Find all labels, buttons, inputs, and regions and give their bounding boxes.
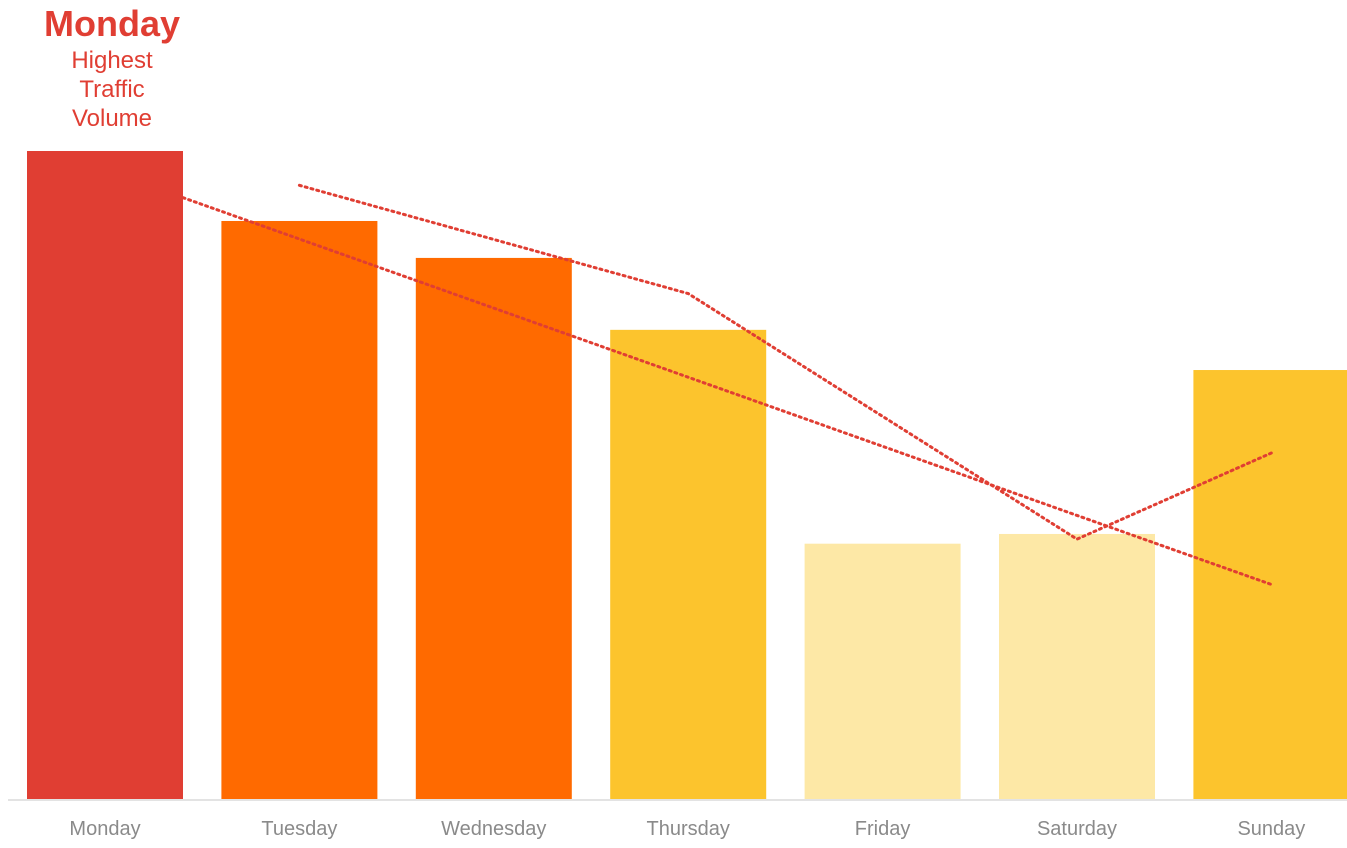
bar-saturday: [999, 533, 1155, 799]
linear-trend-line: [181, 196, 1273, 587]
x-tick-label: Monday: [69, 818, 140, 840]
x-tick-label: Sunday: [1237, 818, 1305, 840]
x-tick-label: Saturday: [1037, 818, 1117, 840]
callout-title: Monday: [43, 3, 180, 44]
x-tick-label: Wednesday: [441, 818, 546, 840]
x-tick-label: Thursday: [647, 818, 730, 840]
x-tick-label: Friday: [855, 818, 911, 840]
x-tick-label: Tuesday: [261, 818, 337, 840]
bar-friday: [804, 543, 961, 799]
bar-tuesday: [221, 220, 378, 799]
bar-thursday: [610, 329, 767, 799]
bars-layer: [27, 151, 1347, 799]
bar-wednesday: [415, 257, 572, 799]
highlight-callout: Monday Highest Traffic Volume: [0, 2, 224, 133]
x-tick-labels: Monday Tuesday Wednesday Thursday Friday Satu…: [69, 818, 1305, 840]
trend-lines-layer: [181, 183, 1273, 587]
bar-monday: [27, 151, 183, 799]
callout-subtitle: Highest Traffic Volume: [71, 47, 153, 132]
